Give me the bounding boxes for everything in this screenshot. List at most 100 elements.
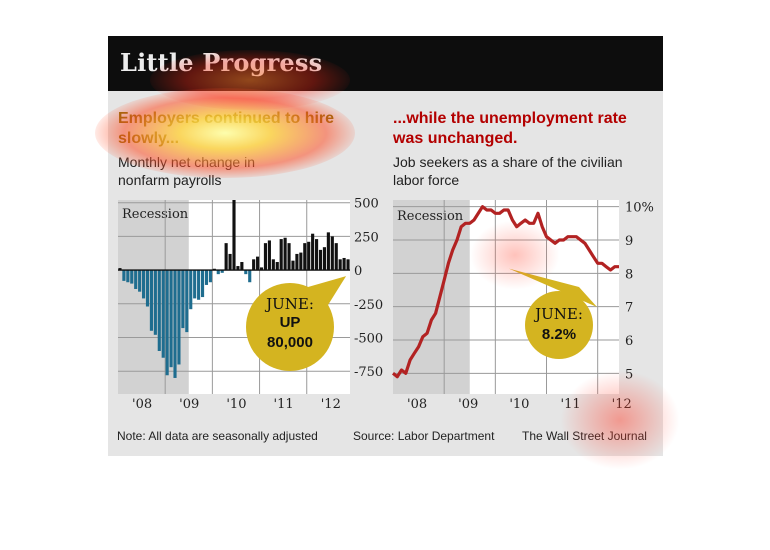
title-bar: Little Progress: [108, 36, 663, 91]
payroll-bar: [244, 270, 248, 275]
callout-bubble: [525, 291, 593, 359]
payroll-bar: [256, 256, 260, 271]
payroll-bar: [334, 243, 338, 271]
payroll-bar: [118, 268, 122, 271]
y-tick-label: 250: [354, 230, 379, 245]
callout-line-2: 8.2%: [542, 326, 576, 343]
payroll-bar: [165, 270, 169, 376]
payroll-bar: [200, 270, 205, 298]
recession-band: [118, 200, 189, 394]
x-tick-label: '10: [509, 397, 529, 412]
payroll-bar: [287, 243, 291, 271]
y-tick-label: 7: [625, 301, 633, 316]
payroll-bar: [263, 243, 268, 271]
payroll-bar: [130, 270, 134, 284]
payroll-bar: [157, 270, 161, 351]
payroll-bar: [232, 200, 236, 271]
y-tick-label: 6: [625, 334, 633, 349]
payroll-bar: [204, 270, 209, 285]
payroll-bar: [220, 270, 224, 273]
payroll-bar: [303, 243, 307, 271]
footer-credit: The Wall Street Journal: [522, 429, 647, 443]
payroll-bar: [228, 253, 232, 271]
payroll-bar: [153, 270, 157, 335]
payrolls-bar-chart: Recession 500 250 0 -250 -500 -750 '08 '09 '10 '11…: [118, 197, 383, 412]
y-tick-label: 10%: [625, 201, 654, 216]
callout-line-2: UP: [280, 314, 301, 331]
payroll-bar: [134, 270, 138, 289]
payroll-bar: [240, 262, 244, 271]
payroll-bar: [283, 237, 287, 271]
payroll-bar: [161, 270, 165, 358]
callout-bubble: [246, 283, 334, 371]
y-tick-label: 9: [625, 234, 633, 249]
unemployment-line-chart: Recession 10% 9 8 7 6 5 '08 '09 '10 '11 '12 JUNE: 8.2…: [392, 200, 654, 412]
payroll-bar: [330, 236, 334, 271]
footer-source: Source: Labor Department: [353, 429, 495, 443]
payroll-bar: [346, 259, 350, 271]
payroll-bar: [208, 270, 212, 283]
recession-label: Recession: [397, 209, 464, 224]
payroll-bar: [181, 270, 185, 329]
x-tick-label: '11: [274, 397, 294, 412]
y-tick-label: 500: [354, 197, 379, 212]
payroll-bar: [259, 267, 264, 271]
payroll-bar: [252, 259, 256, 271]
x-tick-label: '08: [132, 397, 152, 412]
payroll-bar: [311, 233, 315, 271]
payroll-bar: [138, 270, 142, 292]
x-tick-label: '09: [179, 397, 199, 412]
y-tick-label: 8: [625, 267, 633, 282]
chart-title: Little Progress: [120, 48, 323, 77]
payroll-bar: [185, 270, 189, 333]
payroll-bar: [295, 253, 299, 271]
y-tick-label: 5: [625, 367, 633, 382]
payroll-bar: [145, 270, 150, 307]
chart-figure: Little Progress Employers continued to h…: [108, 36, 663, 456]
footer-note: Note: All data are seasonally adjusted: [117, 429, 318, 443]
recession-band: [393, 200, 470, 394]
payroll-bar: [169, 270, 173, 368]
callout-pointer: [308, 276, 347, 305]
payroll-bar: [149, 270, 153, 331]
x-tick-label: '12: [612, 397, 632, 412]
payroll-bar: [318, 249, 323, 271]
payroll-bar: [177, 270, 181, 365]
payroll-bar: [193, 270, 197, 299]
y-tick-label: -750: [354, 365, 383, 380]
callout-line-3: 80,000: [267, 334, 313, 351]
payroll-bar: [342, 257, 346, 271]
payroll-bar: [248, 270, 252, 283]
x-tick-label: '11: [561, 397, 581, 412]
payroll-bar: [122, 270, 126, 281]
y-tick-label: -500: [354, 332, 383, 347]
left-subhead: Monthly net change in nonfarm payrolls: [118, 154, 255, 188]
y-tick-label: -250: [354, 298, 383, 313]
payroll-bar: [315, 239, 319, 271]
left-headline: Employers continued to hire slowly...: [118, 110, 335, 147]
payroll-bar: [216, 270, 220, 275]
right-headline: ...while the unemployment rate was uncha…: [393, 110, 627, 147]
x-tick-label: '10: [226, 397, 246, 412]
callout-line-1: JUNE:: [264, 295, 314, 313]
payroll-bar: [307, 241, 311, 271]
payroll-bar: [291, 260, 295, 271]
payroll-bar: [236, 266, 240, 271]
payroll-bar: [126, 270, 130, 283]
payroll-bar: [279, 239, 283, 271]
recession-label: Recession: [122, 207, 189, 222]
payroll-bar: [322, 247, 327, 271]
payroll-bar: [224, 243, 228, 271]
callout-line-1: JUNE:: [533, 305, 583, 323]
payroll-bar: [267, 240, 271, 271]
unemployment-line: [392, 205, 619, 379]
payroll-bar: [326, 232, 330, 271]
payroll-bar: [197, 270, 201, 300]
right-subhead: Job seekers as a share of the civilian l…: [393, 154, 623, 188]
payroll-bar: [338, 259, 342, 271]
payroll-bar: [189, 270, 193, 310]
x-tick-label: '09: [458, 397, 478, 412]
footer: Note: All data are seasonally adjusted S…: [108, 429, 663, 447]
payroll-bar: [271, 259, 275, 271]
y-tick-label: 0: [354, 264, 362, 279]
